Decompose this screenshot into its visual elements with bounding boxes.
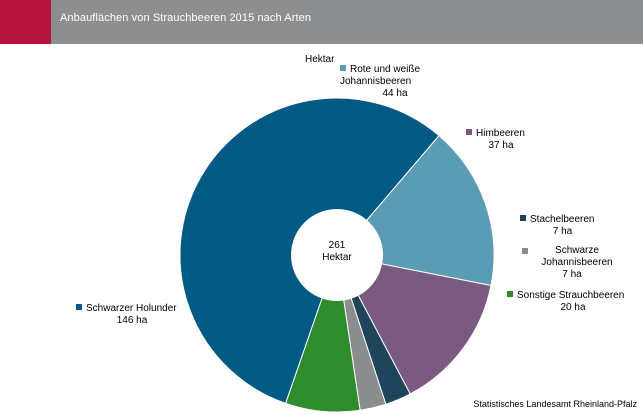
legend-swatch [340, 65, 346, 71]
total-unit: Hektar [322, 252, 352, 263]
slice-name: Schwarzer Holunder [86, 303, 177, 314]
header-bar: Anbauflächen von Strauchbeeren 2015 nach… [0, 0, 643, 44]
donut-hole [291, 209, 383, 301]
slice-value: 7 ha [562, 269, 582, 280]
legend-swatch [76, 304, 82, 310]
unit-label: Hektar [305, 54, 335, 65]
pie-slice-1 [336, 254, 492, 395]
slice-value: 44 ha [382, 88, 408, 99]
legend-swatch [466, 129, 472, 135]
slice-name: Stachelbeeren [530, 214, 595, 225]
legend-swatch [507, 291, 513, 297]
legend-label-rote-weisse-johannisbeeren: Rote und weiße Johannisbeeren 44 ha [340, 64, 450, 100]
legend-swatch [520, 215, 526, 221]
slice-value: 7 ha [552, 226, 573, 237]
slice-name: Sonstige Strauchbeeren [517, 290, 625, 301]
total-label: 261 Hektar [307, 240, 367, 264]
header-accent [0, 0, 51, 44]
legend-label-sonstige-strauchbeeren: Sonstige Strauchbeeren 20 ha [507, 290, 639, 314]
slice-value: 146 ha [116, 315, 148, 326]
legend-label-schwarze-johannisbeeren: Schwarze Johannisbeeren 7 ha [522, 245, 622, 281]
slice-value: 37 ha [488, 140, 514, 151]
legend-label-stachelbeeren: Stachelbeeren 7 ha [520, 214, 605, 238]
chart-title: Anbauflächen von Strauchbeeren 2015 nach… [60, 12, 312, 24]
slice-value: 20 ha [560, 302, 586, 313]
slice-name: Rote und weiße Johannisbeeren [340, 64, 421, 87]
legend-label-schwarzer-holunder: Schwarzer Holunder 146 ha [76, 303, 188, 327]
source-note: Statistisches Landesamt Rheinland-Pfalz [473, 399, 637, 409]
legend-label-himbeeren: Himbeeren 37 ha [466, 128, 536, 152]
legend-swatch [522, 248, 528, 254]
slice-name: Himbeeren [476, 128, 525, 139]
slice-name: Schwarze Johannisbeeren [541, 245, 613, 268]
total-value: 261 [328, 240, 346, 251]
